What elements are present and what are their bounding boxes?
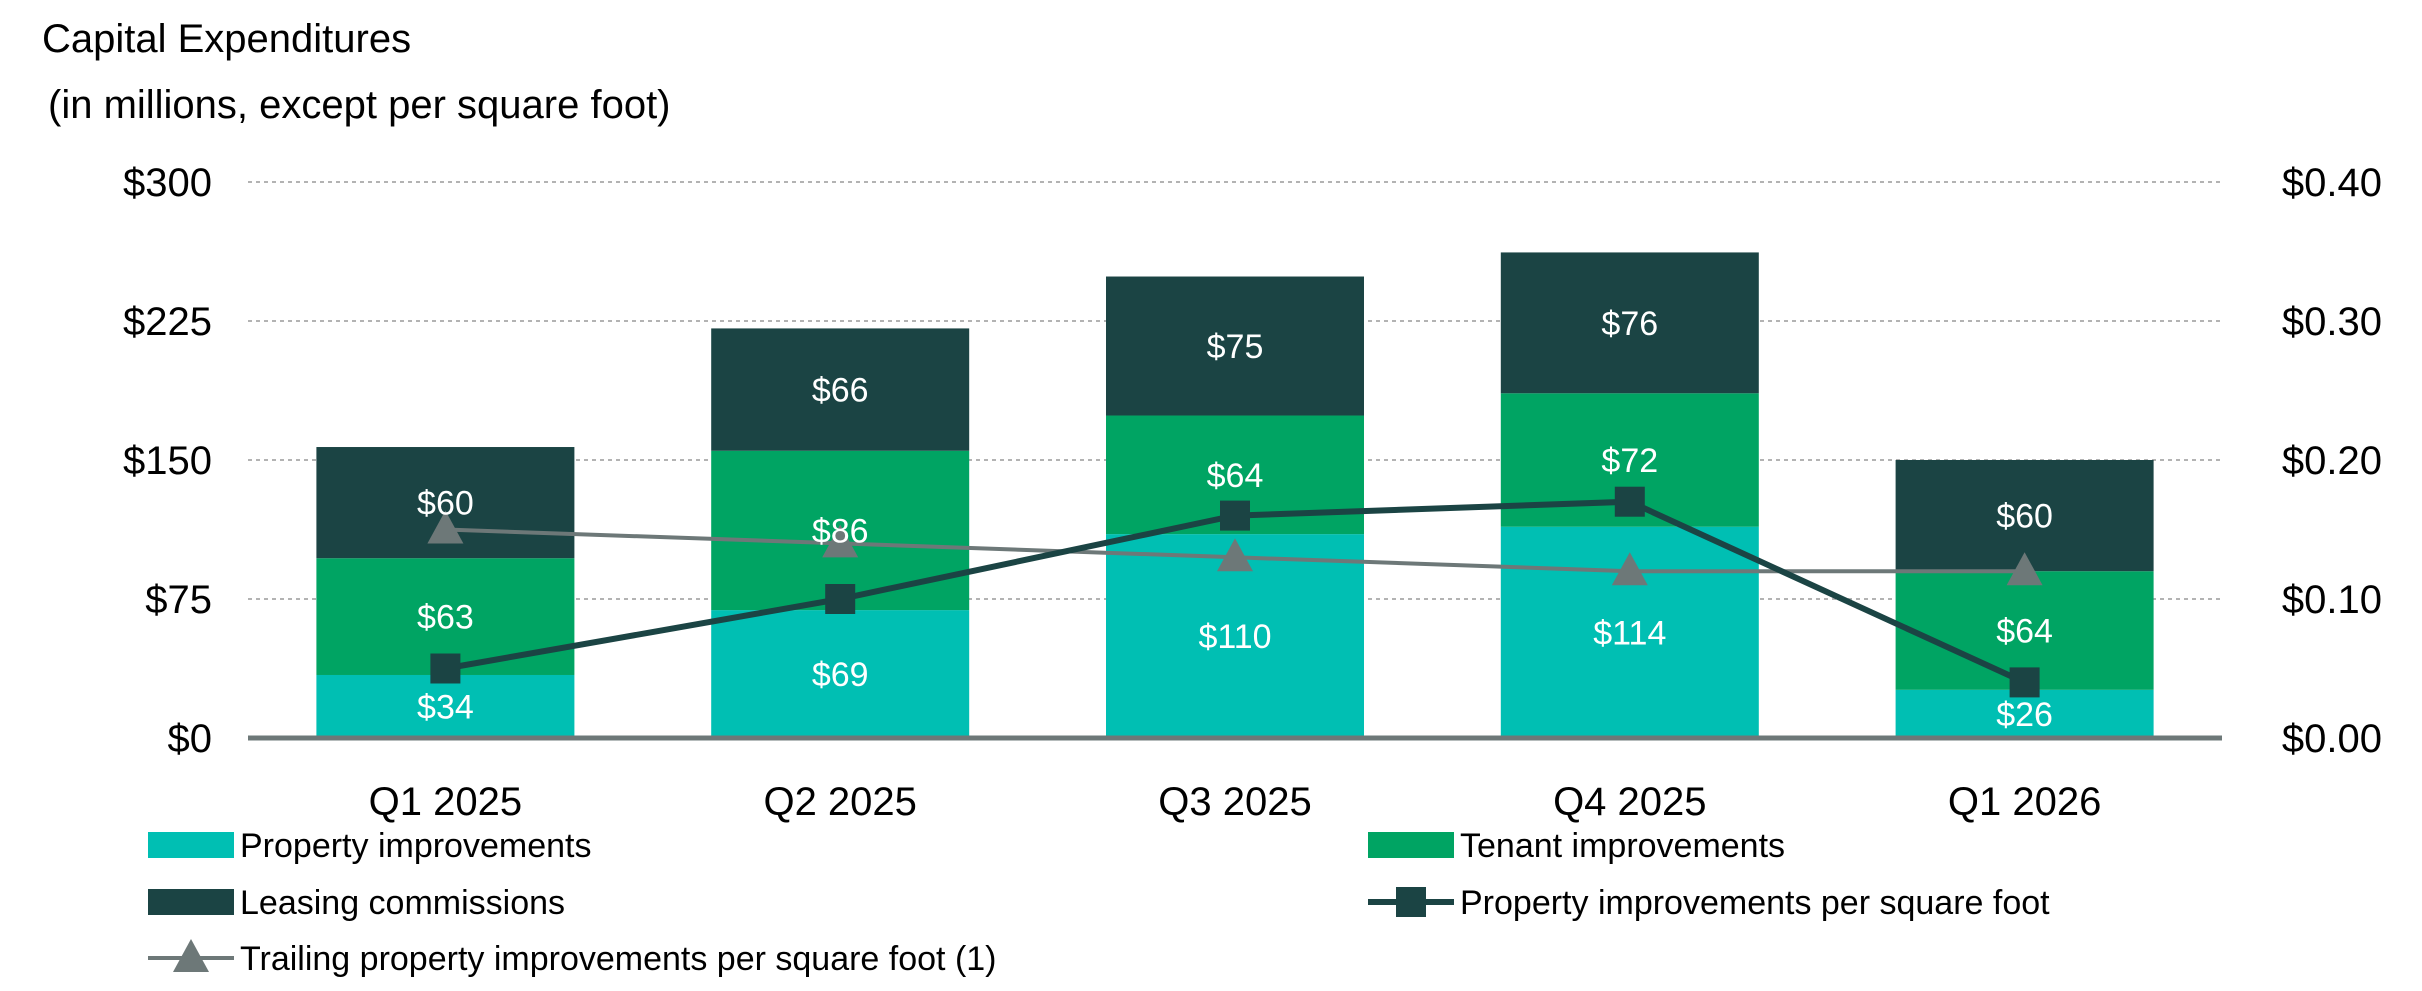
point-trailing-property-improvements-per-square-foot-1 bbox=[822, 524, 859, 558]
legend-label: Trailing property improvements per squar… bbox=[240, 940, 997, 978]
data-label-leasing-commissions: $76 bbox=[1601, 305, 1658, 343]
data-label-tenant-improvements: $86 bbox=[812, 512, 869, 550]
left-axis-ticks: $0 $75 $150 $225 $300 bbox=[123, 161, 212, 761]
point-property-improvements-per-square-foot bbox=[825, 584, 856, 614]
point-property-improvements-per-square-foot bbox=[1614, 486, 1645, 517]
legend-item-leasing-commissions: Leasing commissions bbox=[148, 884, 565, 922]
right-tick-label: $0.00 bbox=[2282, 717, 2382, 761]
category-label: Q2 2025 bbox=[763, 780, 916, 824]
legend-label: Property improvements bbox=[240, 827, 591, 865]
legend-swatch bbox=[148, 889, 234, 915]
bars bbox=[316, 252, 2154, 738]
right-axis-ticks: $0.00 $0.10 $0.20 $0.30 $0.40 bbox=[2282, 161, 2382, 761]
right-tick-label: $0.20 bbox=[2282, 439, 2382, 483]
bar-property-improvements bbox=[1895, 689, 2154, 738]
legend-item-property-improvements-per-square-foot: Property improvements per square foot bbox=[1368, 884, 2050, 922]
category-label: Q1 2025 bbox=[369, 780, 522, 824]
legend-item-tenant-improvements: Tenant improvements bbox=[1368, 827, 1785, 865]
legend-marker bbox=[173, 939, 209, 972]
data-label-property-improvements: $110 bbox=[1198, 618, 1271, 656]
data-label-property-improvements: $69 bbox=[812, 656, 869, 694]
data-label-leasing-commissions: $66 bbox=[812, 372, 869, 410]
point-property-improvements-per-square-foot bbox=[2009, 667, 2040, 698]
chart-title: Capital Expenditures bbox=[42, 17, 411, 61]
right-tick-label: $0.30 bbox=[2282, 300, 2382, 344]
left-tick-label: $0 bbox=[168, 717, 213, 761]
data-label-tenant-improvements: $64 bbox=[1207, 457, 1264, 495]
data-label-tenant-improvements: $63 bbox=[417, 599, 474, 637]
category-label: Q1 2026 bbox=[1948, 780, 2101, 824]
right-tick-label: $0.40 bbox=[2282, 161, 2382, 205]
left-tick-label: $150 bbox=[123, 439, 212, 483]
legend-label: Property improvements per square foot bbox=[1460, 884, 2050, 922]
data-label-property-improvements: $26 bbox=[1996, 696, 2053, 734]
point-trailing-property-improvements-per-square-foot-1 bbox=[1611, 552, 1648, 586]
point-property-improvements-per-square-foot bbox=[1220, 500, 1250, 531]
legend-item-trailing-property-improvements-per-square-foot-1: Trailing property improvements per squar… bbox=[148, 939, 997, 978]
left-tick-label: $300 bbox=[123, 161, 212, 205]
bar-leasing-commissions bbox=[1500, 252, 1759, 394]
data-label-property-improvements: $34 bbox=[417, 688, 474, 726]
legend-label: Leasing commissions bbox=[240, 884, 565, 922]
left-tick-label: $75 bbox=[145, 578, 212, 622]
data-label-leasing-commissions: $60 bbox=[1996, 498, 2053, 536]
right-tick-label: $0.10 bbox=[2282, 578, 2382, 622]
bar-property-improvements bbox=[316, 674, 575, 738]
left-tick-label: $225 bbox=[123, 300, 212, 344]
category-labels: Q1 2025 Q2 2025 Q3 2025 Q4 2025 Q1 2026 bbox=[369, 780, 2102, 824]
point-trailing-property-improvements-per-square-foot-1 bbox=[427, 510, 464, 544]
category-label: Q3 2025 bbox=[1158, 780, 1311, 824]
bar-leasing-commissions bbox=[1106, 276, 1364, 416]
point-property-improvements-per-square-foot bbox=[430, 653, 461, 684]
bar-labels: $34 $63 $60 $69 $86 $66 $110 $64 $75 $114 $72 $76 $2… bbox=[417, 305, 2053, 734]
legend-swatch bbox=[1368, 832, 1454, 858]
point-trailing-property-improvements-per-square-foot-1 bbox=[1217, 538, 1253, 572]
legend: Property improvements Tenant improvements… bbox=[148, 827, 2050, 978]
chart-subtitle: (in millions, except per square foot) bbox=[48, 83, 671, 127]
legend-swatch bbox=[148, 832, 234, 858]
data-label-leasing-commissions: $60 bbox=[417, 485, 474, 523]
category-label: Q4 2025 bbox=[1553, 780, 1706, 824]
bar-property-improvements bbox=[711, 610, 970, 738]
legend-label: Tenant improvements bbox=[1460, 827, 1785, 865]
point-trailing-property-improvements-per-square-foot-1 bbox=[2006, 552, 2043, 586]
data-label-property-improvements: $114 bbox=[1593, 614, 1666, 652]
line-series bbox=[427, 486, 2043, 698]
data-label-tenant-improvements: $72 bbox=[1601, 442, 1658, 480]
data-label-leasing-commissions: $75 bbox=[1207, 328, 1264, 366]
legend-marker bbox=[1396, 887, 1426, 917]
data-label-tenant-improvements: $64 bbox=[1996, 613, 2053, 651]
legend-item-property-improvements: Property improvements bbox=[148, 827, 591, 865]
bar-leasing-commissions bbox=[711, 328, 970, 451]
